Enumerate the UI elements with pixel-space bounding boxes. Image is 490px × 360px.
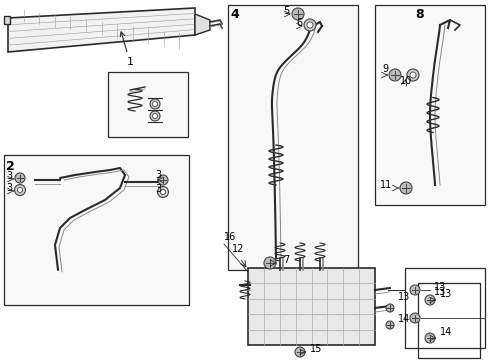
Text: 13: 13 [434,282,446,292]
Circle shape [161,189,166,194]
Circle shape [400,182,412,194]
Text: 14: 14 [398,314,410,324]
Bar [248,268,375,345]
Circle shape [18,188,23,193]
Text: 12: 12 [232,244,245,254]
Circle shape [425,333,435,343]
Bar [228,5,358,270]
Text: 4: 4 [230,8,239,21]
Circle shape [152,102,157,107]
Bar [375,5,485,205]
Circle shape [150,99,160,109]
Circle shape [307,22,313,28]
Text: 16: 16 [224,232,236,242]
Bar [405,268,485,348]
Circle shape [152,113,157,118]
Circle shape [295,347,305,357]
Circle shape [304,19,316,31]
Circle shape [158,175,168,185]
Text: 7: 7 [283,255,289,265]
Circle shape [386,321,394,329]
Text: 13: 13 [434,287,446,297]
Text: 10: 10 [400,76,412,86]
Text: 6: 6 [296,18,302,28]
Circle shape [410,72,416,78]
Circle shape [15,173,25,183]
Text: 8: 8 [415,8,424,21]
Circle shape [292,8,304,20]
Polygon shape [195,14,210,35]
Bar [4,155,189,305]
Text: 5: 5 [283,6,289,16]
Circle shape [264,257,276,269]
Text: 2: 2 [6,160,15,173]
Circle shape [407,69,419,81]
Text: 3: 3 [155,184,161,194]
Text: 1: 1 [120,32,133,67]
Circle shape [150,111,160,121]
Bar [4,16,10,24]
Circle shape [410,285,420,295]
Circle shape [389,69,401,81]
Circle shape [425,295,435,305]
Bar [108,72,188,137]
Bar [418,283,480,358]
Text: 15: 15 [310,344,322,354]
Circle shape [410,313,420,323]
Text: 13: 13 [398,292,410,302]
Text: 3: 3 [6,183,12,193]
Circle shape [15,184,25,195]
Circle shape [386,304,394,312]
Circle shape [157,186,169,198]
Text: 11: 11 [380,180,392,190]
Polygon shape [8,8,195,52]
Text: 3: 3 [6,171,12,181]
Text: 9: 9 [382,64,388,74]
Text: 14: 14 [440,327,452,337]
Text: 3: 3 [155,170,161,180]
Text: 13: 13 [440,289,452,299]
